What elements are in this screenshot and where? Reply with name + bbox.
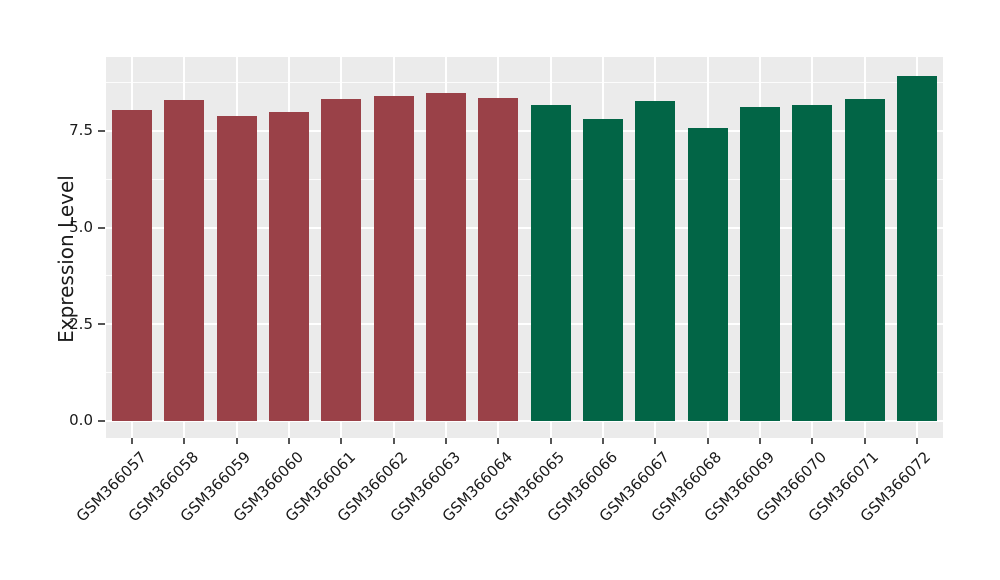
gridline-major [106,419,943,422]
x-tick-mark [654,438,657,444]
bar-GSM366063 [426,93,467,421]
bar-GSM366070 [792,104,833,421]
gridline-major [106,226,943,229]
x-tick-mark [183,438,186,444]
x-tick-mark [863,438,866,444]
x-tick-mark [131,438,134,444]
y-tick-mark [98,419,105,422]
bar-GSM366060 [269,111,310,421]
x-tick-mark [706,438,709,444]
y-tick-mark [98,323,105,326]
x-tick-mark [601,438,604,444]
bar-GSM366059 [216,116,257,421]
gridline-minor [106,82,943,84]
plot-panel [106,57,943,438]
y-tick-mark [98,129,105,132]
y-tick-label: 5.0 [69,218,93,237]
x-tick-mark [392,438,395,444]
x-tick-mark [811,438,814,444]
bar-GSM366061 [321,98,362,421]
gridline-major [106,129,943,132]
bar-GSM366064 [478,97,519,421]
bar-GSM366058 [164,99,205,421]
y-tick-mark [98,226,105,229]
x-tick-mark [235,438,238,444]
x-tick-mark [497,438,500,444]
bar-GSM366062 [373,95,414,421]
bar-GSM366066 [582,119,623,421]
y-tick-label: 7.5 [69,121,93,140]
bar-GSM366067 [635,100,676,421]
gridline-minor [106,275,943,277]
bar-GSM366069 [739,106,780,421]
x-tick-mark [445,438,448,444]
gridline-minor [106,372,943,374]
bar-GSM366057 [112,109,153,421]
bar-GSM366071 [844,98,885,421]
y-axis-title: Expression Level [54,175,78,343]
x-tick-mark [288,438,291,444]
gridline-major [106,323,943,326]
bar-GSM366065 [530,104,571,421]
gridline-minor [106,178,943,180]
y-tick-label: 0.0 [69,411,93,430]
x-tick-mark [758,438,761,444]
x-tick-mark [340,438,343,444]
bar-GSM366072 [896,75,937,421]
y-tick-label: 2.5 [69,314,93,333]
bar-GSM366068 [687,128,728,421]
x-tick-mark [549,438,552,444]
x-tick-mark [915,438,918,444]
